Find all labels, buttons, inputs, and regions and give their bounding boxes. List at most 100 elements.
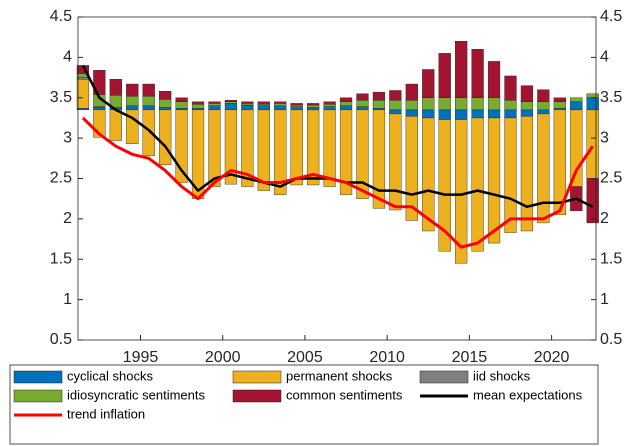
bar-segment: [372, 109, 386, 209]
bar-segment: [224, 99, 238, 102]
y2-tick-label: 1: [600, 291, 609, 308]
bar-segment: [191, 104, 205, 109]
bar-segment: [570, 109, 583, 187]
bar-segment: [405, 116, 418, 221]
bar-segment: [175, 108, 188, 111]
y-tick-label: 0.5: [50, 331, 72, 348]
bar-segment: [389, 99, 402, 111]
bar-segment: [438, 53, 451, 98]
y-tick-label: 3: [63, 129, 72, 146]
bar-segment: [455, 97, 468, 111]
bar-segment: [405, 83, 418, 101]
y2-tick-label: 3: [600, 129, 609, 146]
y-tick-label: 3.5: [50, 89, 72, 106]
x-tick-label: 2015: [452, 349, 488, 366]
bar-segment: [586, 109, 599, 179]
y2-tick-label: 1.5: [600, 250, 622, 267]
legend-swatch: [13, 370, 63, 384]
bar-segment: [537, 109, 550, 115]
bar-segment: [520, 109, 534, 117]
bar-segment: [159, 109, 172, 165]
y-tick-label: 1.5: [50, 250, 72, 267]
bar-segment: [241, 103, 254, 106]
bar-segment: [224, 103, 238, 111]
bar-segment: [93, 109, 106, 138]
legend-label: trend inflation: [67, 406, 145, 421]
bar-segment: [109, 78, 122, 96]
bar-segment: [553, 97, 566, 102]
legend: cyclical shocks permanent shocks iid shock…: [9, 364, 599, 445]
bar-segment: [520, 85, 534, 102]
bar-segment: [323, 104, 336, 107]
bar-segment: [274, 109, 287, 195]
bar-segment: [356, 106, 369, 111]
x-tick-label: 2010: [369, 349, 405, 366]
bar-segment: [241, 101, 254, 104]
y-tick-label: 1: [63, 291, 72, 308]
bar-segment: [126, 83, 139, 97]
bar-segment: [109, 109, 122, 141]
bar-segment: [175, 109, 188, 183]
bar-segment: [307, 107, 320, 111]
bar-segment: [290, 106, 303, 111]
bar-segment: [455, 119, 468, 264]
legend-box: [9, 364, 599, 445]
legend-swatch: [13, 389, 63, 403]
bar-segment: [471, 109, 484, 119]
bar-segment: [553, 109, 566, 216]
bar-segment: [553, 101, 566, 109]
bar-segment: [175, 97, 188, 102]
bar-segment: [553, 108, 566, 111]
x-tick-label: 2020: [534, 349, 570, 366]
bar-segment: [586, 93, 599, 98]
bar-segment: [504, 117, 517, 233]
bar-segment: [372, 91, 386, 101]
bar-segment: [405, 109, 418, 117]
bar-segment: [159, 99, 172, 108]
bar-segment: [339, 97, 353, 102]
y-tick-label: 4.5: [50, 8, 72, 25]
bar-segment: [191, 101, 205, 105]
legend-label: idiosyncratic sentiments: [67, 387, 205, 402]
bar-segment: [257, 105, 270, 111]
bar-segment: [126, 95, 139, 107]
bar-segment: [208, 109, 221, 187]
bar-segment: [455, 41, 468, 98]
x-tick-label: 2005: [287, 349, 323, 366]
x-tick-label: 1995: [123, 349, 159, 366]
bar-segment: [142, 109, 155, 157]
bar-segment: [422, 117, 435, 232]
bar-segment: [455, 109, 468, 120]
bar-segment: [257, 109, 270, 191]
legend-label: permanent shocks: [286, 368, 393, 383]
y2-tick-label: 4: [600, 49, 609, 66]
plot-area: [78, 17, 596, 340]
y-tick-label: 2.5: [50, 170, 72, 187]
bar-segment: [307, 104, 320, 108]
line-series: [81, 116, 594, 249]
bar-segment: [504, 99, 517, 111]
bar-segment: [356, 93, 369, 101]
bar-segment: [487, 109, 501, 119]
bar-segment: [471, 117, 484, 252]
bar-segment: [241, 109, 254, 187]
bar-segment: [224, 101, 238, 104]
bar-segment: [520, 101, 534, 111]
bar-segment: [175, 101, 188, 109]
bar-segment: [356, 109, 369, 199]
bar-segment: [389, 109, 402, 115]
bar-segment: [76, 77, 90, 80]
bar-segment: [471, 49, 484, 98]
bar-segment: [307, 103, 320, 106]
y2-tick-label: 2: [600, 210, 609, 227]
bar-segment: [274, 101, 287, 104]
bar-segment: [339, 105, 353, 111]
bar-segment: [504, 75, 517, 101]
bar-segment: [257, 101, 270, 105]
bar-segment: [422, 69, 435, 98]
bar-segment: [372, 99, 386, 109]
bar-segment: [76, 108, 90, 111]
legend-swatch: [232, 370, 282, 384]
bar-segment: [389, 113, 402, 211]
